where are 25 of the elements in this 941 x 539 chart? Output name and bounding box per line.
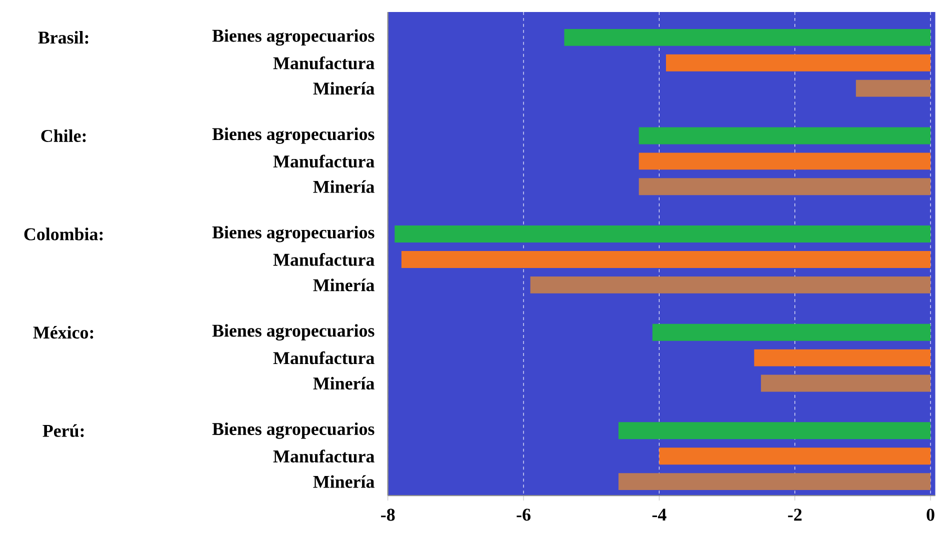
x-tick-label: -8 [381,508,395,521]
y-tick-label: Manufactura [273,449,374,462]
y-tick-label: Minería [313,82,374,94]
y-tick-label: Minería [313,475,374,488]
y-tick-label: Manufactura [273,154,374,168]
y-tick-label: Bienes agropecuarios [212,28,374,46]
text: Colombia: [24,227,103,240]
x-tick-label: -2 [788,508,802,520]
text: Brasil: [38,30,88,44]
y-tick-label: Manufactura [273,351,374,364]
y-tick-label: Bienes agropecuarios [212,127,374,144]
y-tick-label: Bienes agropecuarios [212,324,374,340]
text: Perú: [42,424,84,437]
text: Chile: [41,129,86,142]
y-tick-label: Bienes agropecuarios [212,226,374,242]
y-tick-label: Minería [313,376,374,390]
y-tick-label: Manufactura [273,56,374,70]
x-tick-label: 0 [926,508,934,521]
y-tick-label: Manufactura [273,252,374,266]
x-tick-label: -6 [516,508,530,521]
y-tick-label: Minería [313,180,374,193]
text: México: [33,326,94,338]
y-tick-label: Bienes agropecuarios [212,422,374,439]
y-tick-label: Minería [313,278,374,292]
x-tick-label: -4 [652,508,666,520]
